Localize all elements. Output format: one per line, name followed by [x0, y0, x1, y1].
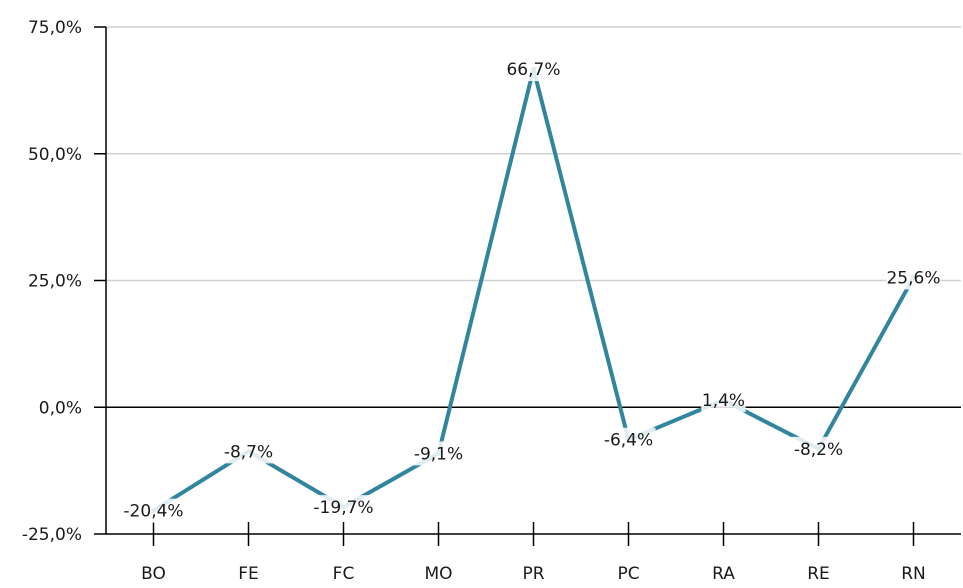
data-label-background [886, 265, 941, 290]
x-tick-label: PC [617, 564, 639, 583]
y-tick-label: 75,0% [28, 18, 82, 38]
data-label: -8,2% [794, 440, 843, 460]
data-label: 1,4% [702, 391, 745, 411]
x-tick-label: BO [141, 564, 166, 583]
x-tick-label: FE [238, 564, 259, 583]
x-tick-label: RN [901, 564, 926, 583]
y-tick-label: 0,0% [39, 398, 82, 418]
x-tick-label: RA [712, 564, 735, 583]
data-label-background [411, 441, 466, 466]
data-label-background [221, 439, 276, 464]
axes: -25,0% 0,0% 25,0% 50,0% 75,0% BO FE FC MO PR PC RA R… [22, 18, 961, 584]
x-tick-label: MO [424, 564, 452, 583]
data-label-background [791, 436, 846, 461]
y-tick-label: -25,0% [22, 525, 82, 545]
data-label-background [601, 427, 656, 452]
y-tick-label: 25,0% [28, 272, 82, 292]
data-label: 25,6% [886, 268, 940, 288]
data-label: -6,4% [604, 431, 653, 451]
data-label: -8,7% [224, 442, 273, 462]
data-label-background [121, 498, 186, 523]
data-label: -19,7% [313, 498, 373, 518]
gridlines [106, 26, 961, 282]
x-tick-label: FC [333, 564, 355, 583]
data-label: -9,1% [414, 444, 463, 464]
data-label-background [506, 57, 561, 82]
data-label-background [311, 495, 376, 520]
x-tick-label: RE [807, 564, 830, 583]
y-tick-label: 50,0% [28, 145, 82, 165]
data-label: 66,7% [506, 60, 560, 80]
data-label: -20,4% [123, 502, 183, 522]
data-label-background [701, 388, 746, 413]
x-tick-label: PR [522, 564, 544, 583]
data-labels: -20,4% -8,7% -19,7% -9,1% 66,7% -6,4% 1,4% -8,2… [121, 57, 941, 523]
